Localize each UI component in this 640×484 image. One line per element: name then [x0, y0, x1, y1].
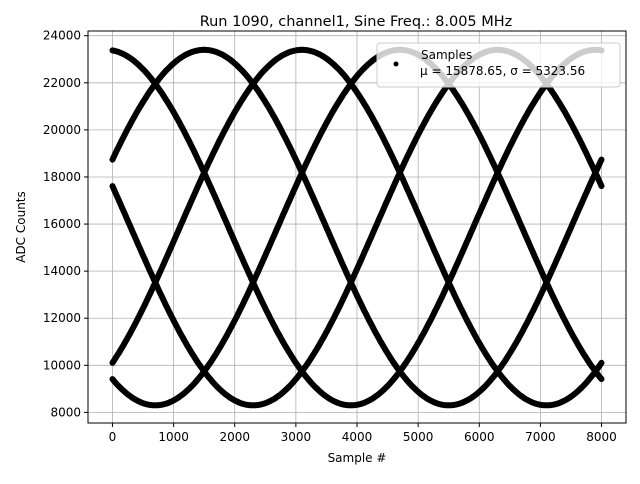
y-tick-label: 12000: [43, 311, 81, 325]
x-tick-label: 0: [109, 430, 117, 444]
sample-strand-4: [109, 46, 605, 409]
x-tick-label: 4000: [342, 430, 373, 444]
y-tick-label: 24000: [43, 29, 81, 43]
x-tick-label: 6000: [464, 430, 495, 444]
x-tick-label: 8000: [586, 430, 617, 444]
legend-box: [376, 42, 621, 88]
legend-label: Samples: [421, 48, 472, 62]
sample-strand-2: [109, 46, 605, 409]
legend: Samples μ = 15878.65, σ = 5323.56: [376, 42, 621, 88]
sample-strand-1: [109, 46, 605, 409]
x-tick-label: 5000: [403, 430, 434, 444]
y-tick-label: 20000: [43, 123, 81, 137]
y-ticks: 8000 10000 12000 14000 16000 18000 20000 22000 2…: [43, 29, 88, 419]
y-tick-label: 14000: [43, 264, 81, 278]
legend-marker: [393, 61, 399, 67]
sample-strand-3: [109, 46, 605, 409]
y-axis-label: ADC Counts: [14, 191, 28, 263]
x-tick-label: 2000: [219, 430, 250, 444]
y-tick-label: 16000: [43, 217, 81, 231]
x-tick-label: 1000: [158, 430, 189, 444]
y-tick-label: 22000: [43, 76, 81, 90]
x-axis-label: Sample #: [328, 451, 387, 465]
y-tick-label: 18000: [43, 170, 81, 184]
x-ticks: 0 1000 2000 3000 4000 5000 6000 7000 8000: [109, 423, 617, 444]
legend-stats: μ = 15878.65, σ = 5323.56: [420, 64, 585, 78]
y-tick-label: 10000: [43, 358, 81, 372]
chart-title: Run 1090, channel1, Sine Freq.: 8.005 MH…: [200, 14, 513, 30]
y-tick-label: 8000: [50, 405, 81, 419]
x-tick-label: 7000: [525, 430, 556, 444]
x-tick-label: 3000: [281, 430, 312, 444]
